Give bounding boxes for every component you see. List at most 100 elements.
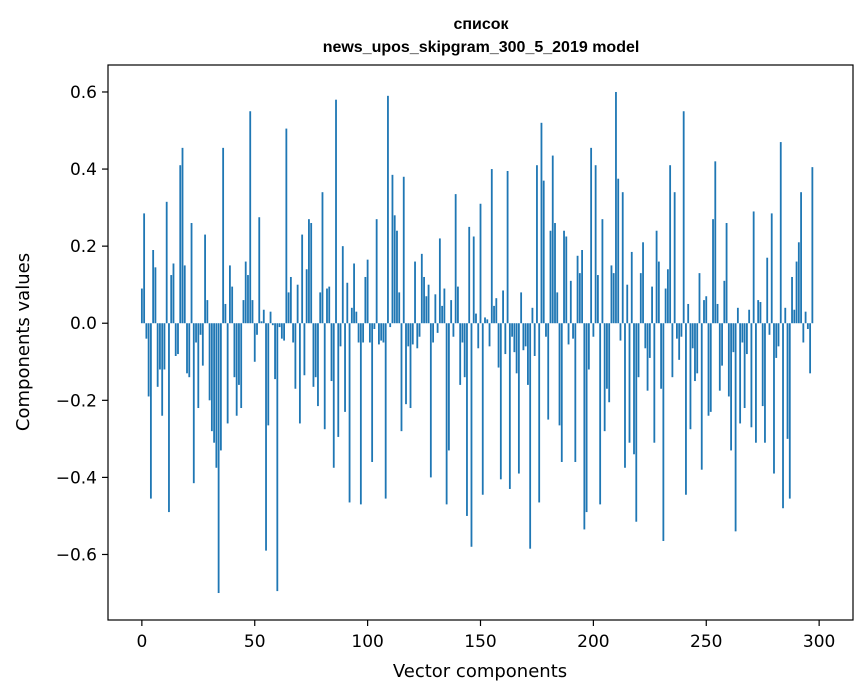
bar-31 <box>210 323 213 432</box>
bar-170 <box>524 323 527 347</box>
bar-217 <box>630 251 633 324</box>
bar-137 <box>450 300 453 324</box>
bar-156 <box>493 305 495 324</box>
x-tick-label: 100 <box>351 632 383 652</box>
bar-174 <box>533 323 536 356</box>
bar-253 <box>712 219 714 324</box>
bar-41 <box>233 323 236 378</box>
bar-78 <box>317 323 319 407</box>
bar-48 <box>249 111 252 324</box>
bar-23 <box>192 323 195 484</box>
bar-86 <box>335 99 337 324</box>
bar-13 <box>170 275 173 324</box>
bar-122 <box>416 323 419 349</box>
bar-57 <box>269 311 272 324</box>
bar-136 <box>447 323 450 451</box>
bar-21 <box>188 323 191 378</box>
bar-54 <box>262 309 265 324</box>
bar-163 <box>508 323 511 489</box>
bar-60 <box>276 323 279 592</box>
bar-16 <box>177 323 179 355</box>
bar-26 <box>199 323 202 335</box>
bar-85 <box>332 323 335 468</box>
bar-59 <box>274 323 276 380</box>
bar-61 <box>278 323 281 328</box>
bar-102 <box>371 323 374 462</box>
bar-207 <box>608 323 611 403</box>
bar-40 <box>231 286 234 324</box>
bar-293 <box>802 323 805 343</box>
bar-257 <box>721 323 723 366</box>
bar-150 <box>479 203 482 324</box>
bar-6 <box>154 267 157 324</box>
bar-289 <box>793 309 796 324</box>
bar-254 <box>714 161 717 324</box>
bar-148 <box>475 313 477 324</box>
bar-111 <box>391 174 394 324</box>
bar-210 <box>615 91 617 324</box>
y-tick-label: 0.6 <box>70 83 97 103</box>
bar-28 <box>204 234 206 324</box>
bar-17 <box>179 165 182 324</box>
bar-232 <box>664 288 667 324</box>
y-tick-label: 0.4 <box>70 160 97 180</box>
bar-244 <box>691 323 694 349</box>
y-tick-label: −0.2 <box>56 391 97 411</box>
bar-266 <box>741 323 744 343</box>
bar-130 <box>434 294 437 324</box>
bar-149 <box>477 323 480 349</box>
bar-127 <box>427 284 430 324</box>
bar-230 <box>660 323 663 389</box>
bar-275 <box>761 323 764 407</box>
bar-125 <box>423 276 425 324</box>
bar-100 <box>366 259 369 324</box>
bar-197 <box>585 323 588 513</box>
bar-62 <box>280 323 283 339</box>
bar-225 <box>648 323 651 358</box>
bar-251 <box>707 323 710 416</box>
bar-161 <box>504 323 507 355</box>
bar-146 <box>470 323 473 547</box>
bar-190 <box>569 280 572 324</box>
bar-107 <box>382 323 385 343</box>
x-tick-label: 250 <box>690 632 722 652</box>
bar-42 <box>235 323 238 416</box>
bar-178 <box>542 180 545 324</box>
bar-8 <box>159 323 161 370</box>
bar-34 <box>217 323 220 594</box>
bar-20 <box>186 323 188 374</box>
bar-104 <box>375 219 378 324</box>
bar-99 <box>364 276 367 324</box>
bar-281 <box>775 323 778 358</box>
bar-285 <box>784 307 787 324</box>
bar-203 <box>599 323 602 505</box>
bar-64 <box>285 128 288 324</box>
chart-subtitle: news_upos_skipgram_300_5_2019 model <box>323 39 640 56</box>
bar-128 <box>429 323 432 478</box>
y-axis: −0.6 −0.4 −0.2 0.0 0.2 0.4 0.6 <box>56 83 108 565</box>
bar-173 <box>531 307 534 324</box>
bar-200 <box>592 323 595 337</box>
bar-211 <box>617 178 620 324</box>
bar-33 <box>215 323 218 468</box>
y-tick-label: −0.6 <box>56 545 97 565</box>
bar-51 <box>256 323 258 335</box>
bar-214 <box>624 323 626 468</box>
bar-68 <box>294 323 297 389</box>
bar-47 <box>247 275 249 324</box>
bar-132 <box>438 238 441 324</box>
bar-205 <box>603 323 606 432</box>
bar-123 <box>418 323 421 337</box>
bar-118 <box>407 323 410 347</box>
bar-74 <box>308 219 310 324</box>
bar-36 <box>222 147 225 324</box>
bar-14 <box>172 263 175 324</box>
bar-235 <box>671 323 674 378</box>
bar-213 <box>621 192 624 324</box>
bar-192 <box>574 323 577 462</box>
bar-110 <box>389 323 392 328</box>
bar-76 <box>312 323 315 387</box>
bar-43 <box>238 323 240 385</box>
bar-256 <box>718 323 721 391</box>
bar-241 <box>685 323 687 495</box>
